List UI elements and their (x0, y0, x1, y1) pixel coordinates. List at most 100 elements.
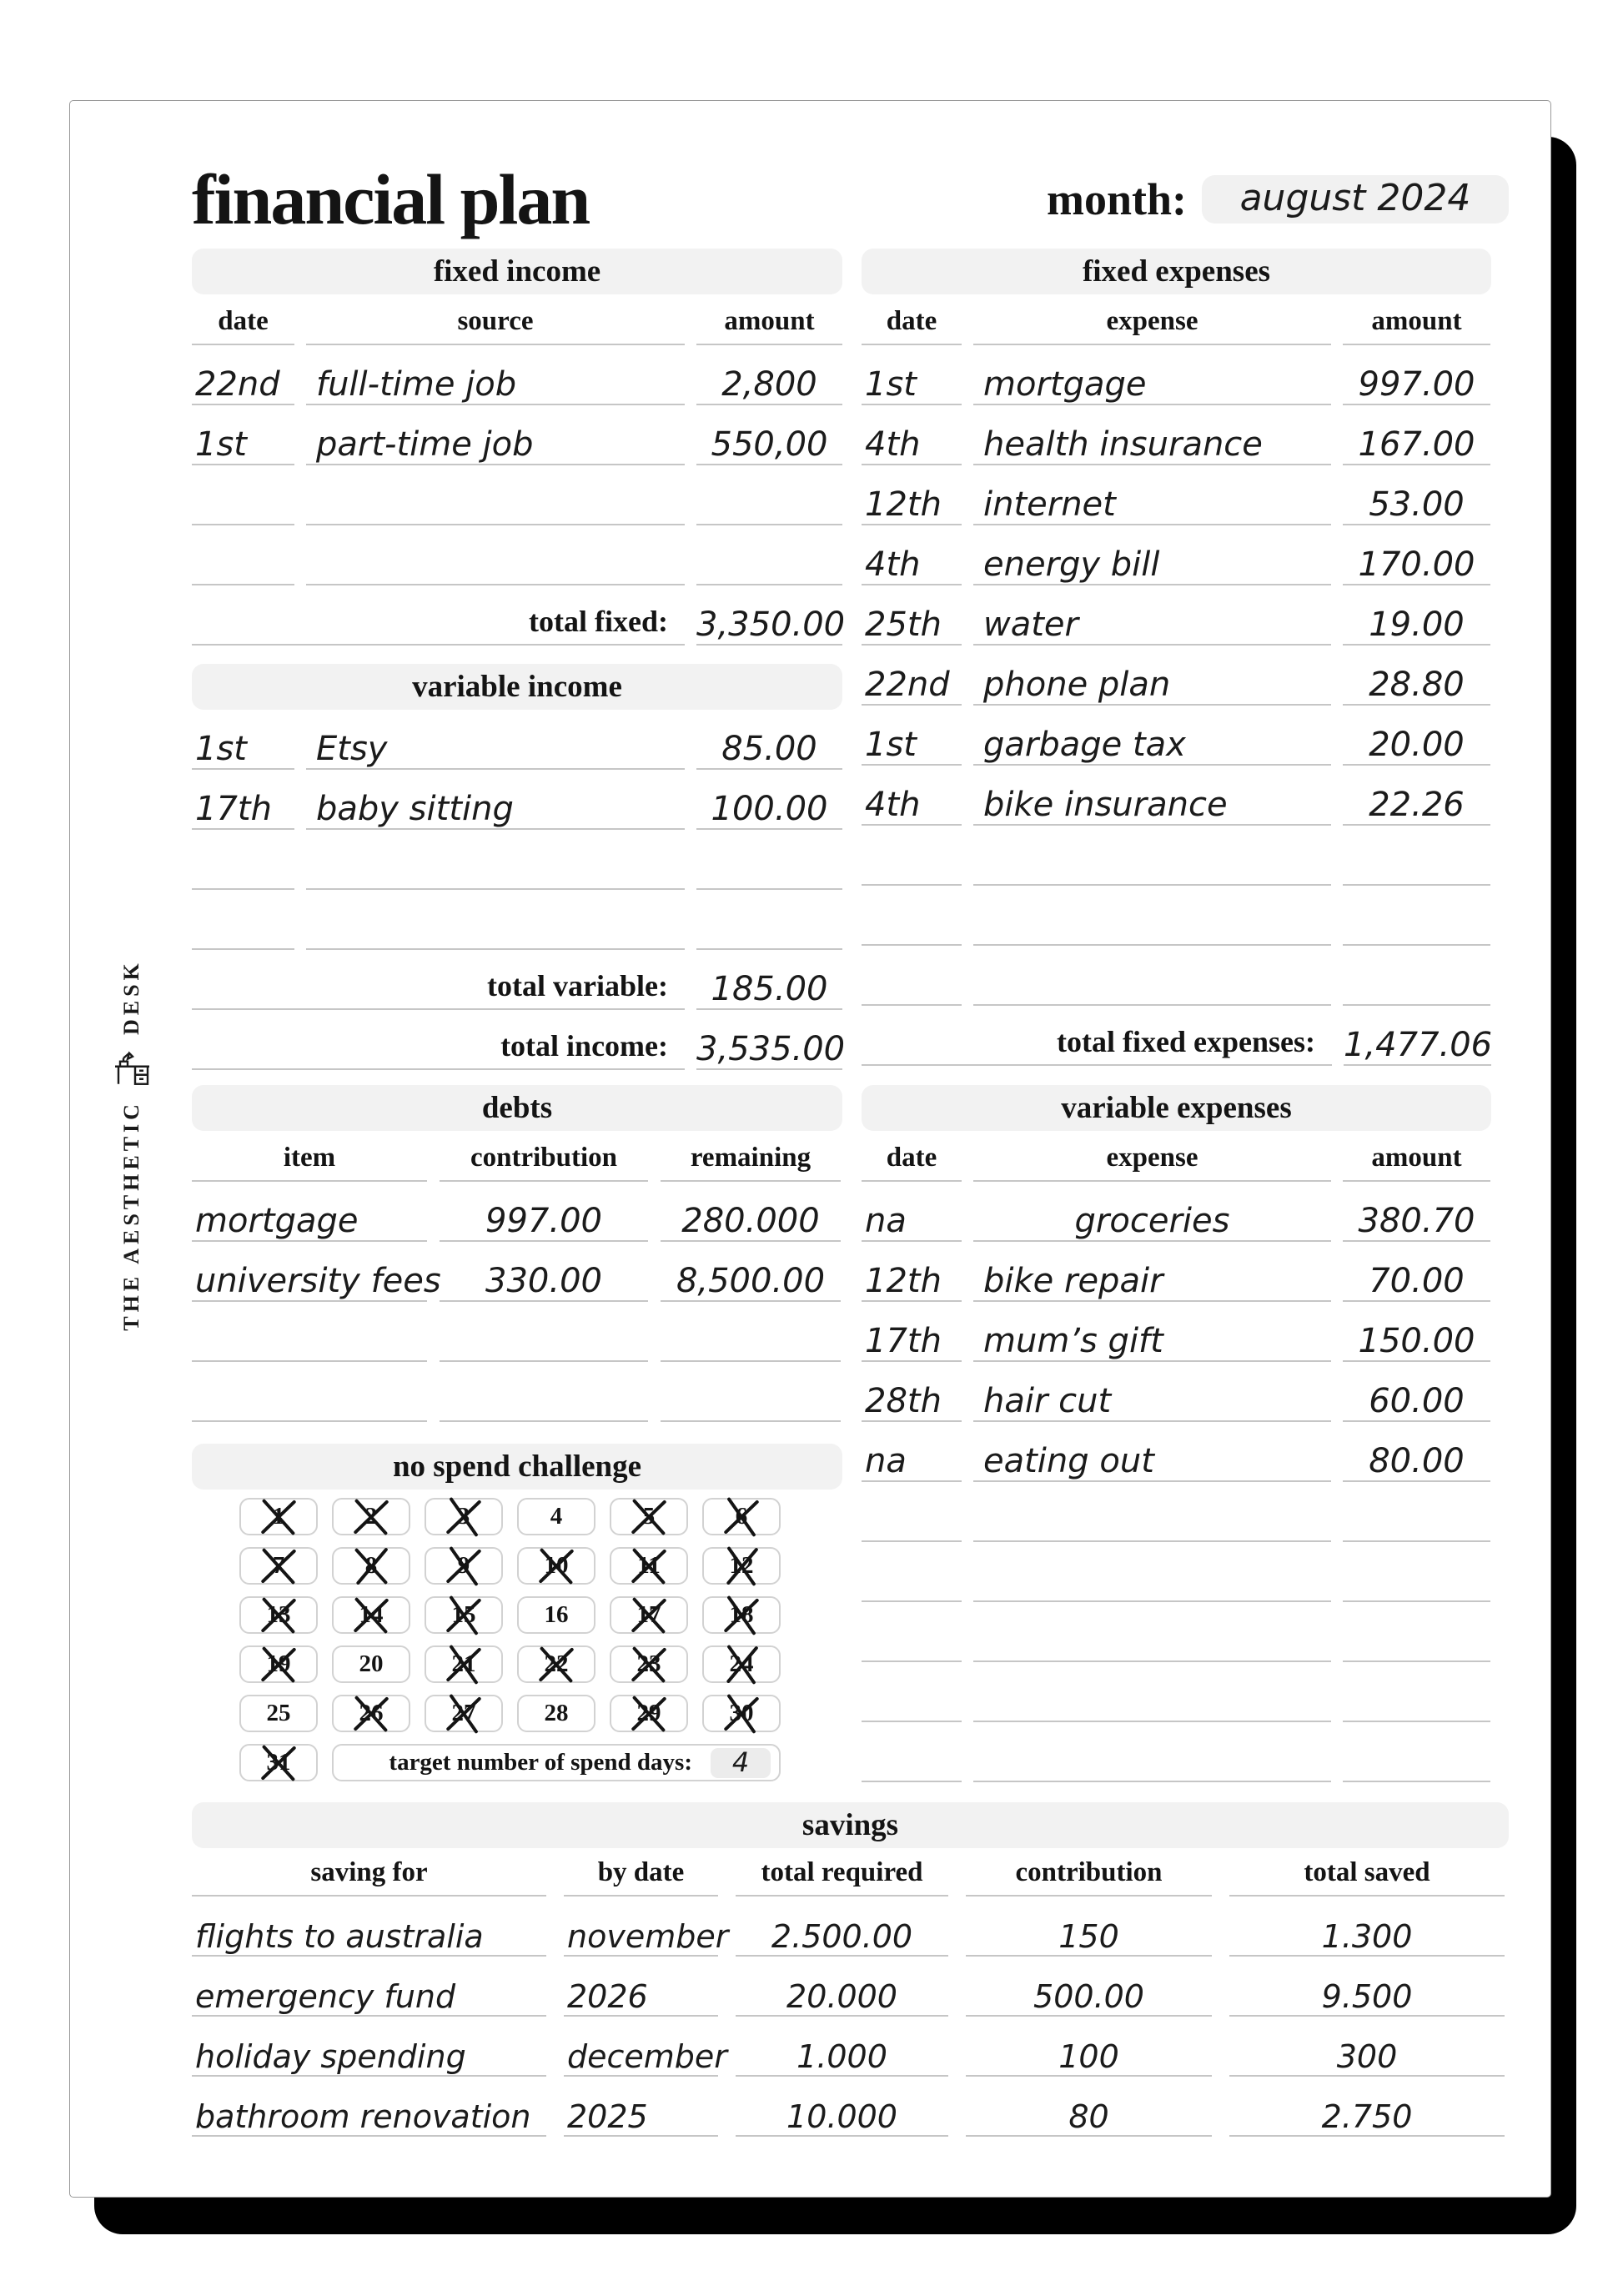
no-spend-day[interactable]: 23 (610, 1645, 688, 1683)
cell-contribution (440, 1418, 648, 1422)
column-header-date: date (862, 306, 962, 345)
no-spend-day[interactable]: 9 (425, 1547, 503, 1585)
no-spend-day[interactable]: 12 (702, 1547, 781, 1585)
table-row (192, 1362, 842, 1422)
no-spend-day[interactable]: 8 (332, 1547, 410, 1585)
no-spend-day[interactable]: 14 (332, 1596, 410, 1634)
no-spend-day[interactable]: 17 (610, 1596, 688, 1634)
total-income-label: total income: (192, 1028, 685, 1070)
no-spend-day[interactable]: 4 (517, 1498, 595, 1535)
no-spend-day[interactable]: 13 (239, 1596, 318, 1634)
section-no-spend-challenge: no spend challenge 1 2 3 4 5 6 7 8 9 10 … (192, 1444, 842, 1781)
table-row (192, 890, 842, 950)
cell-date: 25th (862, 608, 962, 646)
cell-amount: 60.00 (1343, 1384, 1490, 1422)
cell-amount (1343, 1718, 1490, 1722)
no-spend-day[interactable]: 28 (517, 1695, 595, 1732)
cell-amount: 19.00 (1343, 608, 1490, 646)
table-row (862, 1722, 1491, 1782)
cell-date: 28th (862, 1384, 962, 1422)
no-spend-day[interactable]: 26 (332, 1695, 410, 1732)
cell-amount: 380.70 (1343, 1204, 1490, 1242)
cell-date (862, 1538, 962, 1542)
column-header-remaining: remaining (661, 1143, 841, 1182)
cell-total-required: 1.000 (736, 2041, 948, 2077)
table-row: holiday spending december 1.000 100 300 (192, 2017, 1509, 2077)
table-row: 1st part-time job 550,00 (192, 405, 842, 465)
column-header-amount: amount (1343, 306, 1490, 345)
no-spend-day[interactable]: 20 (332, 1645, 410, 1683)
no-spend-day[interactable]: 31 (239, 1744, 318, 1781)
table-row (192, 465, 842, 525)
no-spend-day[interactable]: 7 (239, 1547, 318, 1585)
cell-contribution: 100 (966, 2041, 1212, 2077)
no-spend-day[interactable]: 3 (425, 1498, 503, 1535)
no-spend-day[interactable]: 21 (425, 1645, 503, 1683)
no-spend-day[interactable]: 10 (517, 1547, 595, 1585)
cell-amount: 170.00 (1343, 548, 1490, 585)
total-variable-income-row: total variable: 185.00 (192, 950, 842, 1010)
column-header-by-date: by date (564, 1857, 718, 1897)
no-spend-day[interactable]: 1 (239, 1498, 318, 1535)
total-income-value: 3,535.00 (696, 1030, 846, 1070)
no-spend-day[interactable]: 27 (425, 1695, 503, 1732)
no-spend-day[interactable]: 19 (239, 1645, 318, 1683)
no-spend-day[interactable]: 5 (610, 1498, 688, 1535)
cell-amount (1343, 1538, 1490, 1542)
column-header-source: source (306, 306, 685, 345)
cell-date (862, 942, 962, 946)
no-spend-day[interactable]: 6 (702, 1498, 781, 1535)
no-spend-day[interactable]: 15 (425, 1596, 503, 1634)
no-spend-day[interactable]: 18 (702, 1596, 781, 1634)
cell-expense (973, 1778, 1331, 1782)
cell-by-date: december (564, 2041, 727, 2077)
cell-source (306, 581, 685, 585)
cell-saving-for: bathroom renovation (192, 2101, 546, 2137)
table-row (192, 830, 842, 890)
cell-contribution: 997.00 (440, 1204, 648, 1242)
cell-date (862, 1718, 962, 1722)
cell-amount (696, 581, 842, 585)
no-spend-day[interactable]: 11 (610, 1547, 688, 1585)
table-row: 12th internet 53.00 (862, 465, 1491, 525)
cell-total-saved: 300 (1229, 2041, 1505, 2077)
cell-amount: 22.26 (1343, 788, 1490, 826)
cell-date: 1st (862, 368, 962, 405)
no-spend-day[interactable]: 24 (702, 1645, 781, 1683)
cell-contribution (440, 1358, 648, 1362)
cell-amount (1343, 1598, 1490, 1602)
cell-expense: internet (973, 488, 1331, 525)
cell-total-required: 2.500.00 (736, 1921, 948, 1957)
cell-expense: eating out (973, 1444, 1331, 1482)
no-spend-day[interactable]: 2 (332, 1498, 410, 1535)
cell-by-date: 2025 (564, 2101, 718, 2137)
cell-amount: 2,800 (696, 368, 842, 405)
cell-amount (696, 886, 842, 890)
cell-expense: bike insurance (973, 788, 1331, 826)
cell-expense: health insurance (973, 428, 1331, 465)
no-spend-day[interactable]: 29 (610, 1695, 688, 1732)
cell-date: 22nd (862, 668, 962, 706)
no-spend-day-grid: 1 2 3 4 5 6 7 8 9 10 11 12 13 14 (239, 1498, 781, 1781)
cell-total-saved: 1.300 (1229, 1921, 1505, 1957)
section-header-no-spend: no spend challenge (192, 1444, 842, 1490)
table-row (862, 1542, 1491, 1602)
no-spend-day[interactable]: 22 (517, 1645, 595, 1683)
no-spend-day[interactable]: 16 (517, 1596, 595, 1634)
target-spend-days-box[interactable]: 4 (711, 1747, 771, 1778)
table-row: 4th bike insurance 22.26 (862, 766, 1491, 826)
cell-date: na (862, 1444, 962, 1482)
table-row (862, 1662, 1491, 1722)
cell-source (306, 521, 685, 525)
no-spend-day[interactable]: 25 (239, 1695, 318, 1732)
column-header-contribution: contribution (966, 1857, 1212, 1897)
cell-date (862, 882, 962, 886)
cell-expense (973, 942, 1331, 946)
table-row: 17th baby sitting 100.00 (192, 770, 842, 830)
no-spend-day[interactable]: 30 (702, 1695, 781, 1732)
month-input-box[interactable]: august 2024 (1202, 174, 1509, 224)
cell-date: na (862, 1204, 962, 1242)
cell-total-saved: 9.500 (1229, 1981, 1505, 2017)
cell-total-saved: 2.750 (1229, 2101, 1505, 2137)
cell-expense: water (973, 608, 1331, 646)
